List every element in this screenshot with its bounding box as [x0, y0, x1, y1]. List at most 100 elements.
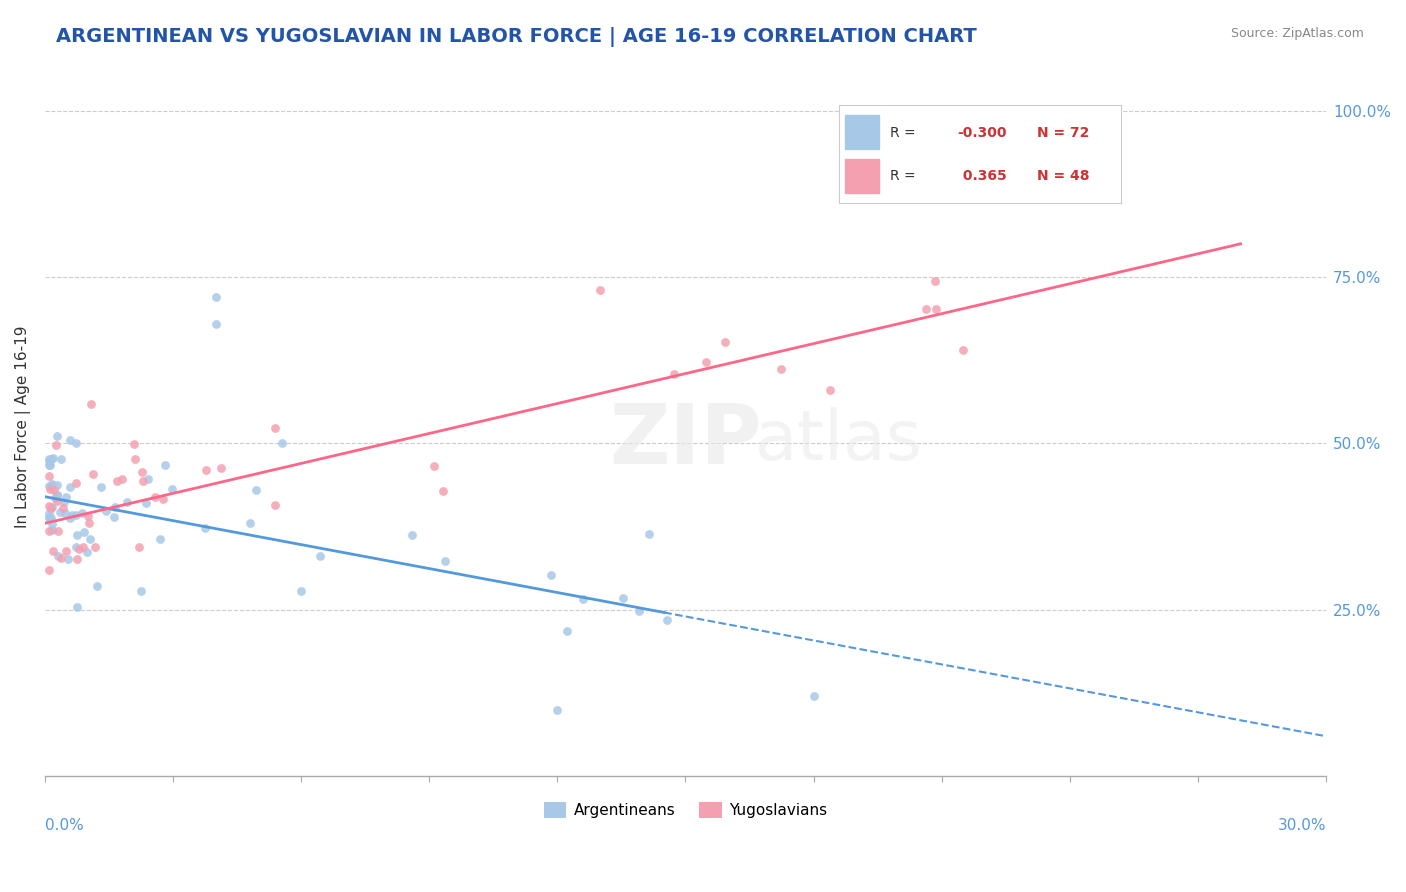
Point: [41, 500, 63, 514]
Point: [55, 490, 77, 504]
Point: [46, 488, 69, 502]
Point: [152, 491, 174, 506]
Point: [65, 436, 87, 450]
Point: [143, 490, 166, 504]
Point: [194, 463, 217, 477]
Point: [70, 506, 93, 520]
Point: [76, 509, 98, 524]
Point: [555, 624, 578, 638]
Point: [46, 549, 69, 563]
Point: [65, 476, 87, 491]
Point: [136, 472, 159, 486]
Point: [76, 545, 98, 559]
Point: [42, 451, 65, 466]
Point: [103, 510, 125, 524]
Point: [401, 528, 423, 542]
Point: [72, 540, 94, 554]
Point: [49, 504, 72, 518]
Point: [432, 483, 454, 498]
Point: [38, 509, 60, 524]
Point: [104, 500, 127, 515]
Point: [194, 521, 217, 535]
Point: [662, 367, 685, 381]
Point: [129, 584, 152, 599]
Point: [107, 475, 129, 489]
Point: [770, 362, 793, 376]
Point: [239, 516, 262, 530]
Point: [82, 467, 104, 481]
Point: [245, 483, 267, 498]
Point: [572, 591, 595, 606]
Point: [132, 475, 155, 489]
Point: [924, 274, 946, 288]
Point: [38, 563, 60, 577]
Point: [39, 477, 62, 491]
Point: [38, 506, 60, 520]
Point: [124, 437, 146, 451]
Point: [271, 435, 294, 450]
Text: Source: ZipAtlas.com: Source: ZipAtlas.com: [1230, 27, 1364, 40]
Point: [149, 533, 172, 547]
Point: [90, 480, 112, 494]
Point: [66, 551, 89, 566]
Point: [131, 465, 153, 479]
Point: [38, 469, 60, 483]
Point: [115, 494, 138, 508]
Point: [714, 334, 737, 349]
Point: [79, 532, 101, 546]
Point: [540, 568, 562, 582]
Point: [45, 429, 67, 443]
Point: [59, 511, 82, 525]
Point: [915, 301, 938, 316]
Point: [86, 579, 108, 593]
Point: [39, 511, 62, 525]
Point: [53, 507, 76, 521]
Point: [589, 284, 612, 298]
Point: [45, 438, 67, 452]
Point: [45, 488, 67, 502]
Point: [45, 494, 67, 508]
Text: ARGENTINEAN VS YUGOSLAVIAN IN LABOR FORCE | AGE 16-19 CORRELATION CHART: ARGENTINEAN VS YUGOSLAVIAN IN LABOR FORC…: [56, 27, 977, 46]
Point: [818, 383, 841, 397]
Point: [51, 551, 73, 566]
Point: [111, 472, 134, 486]
Point: [94, 504, 117, 518]
Point: [209, 460, 232, 475]
Point: [952, 343, 974, 358]
Point: [38, 478, 60, 492]
Point: [153, 458, 176, 472]
Point: [124, 452, 146, 467]
Point: [42, 483, 65, 497]
Point: [59, 433, 82, 447]
Point: [38, 524, 60, 539]
Point: [657, 613, 679, 627]
Point: [612, 591, 634, 605]
Point: [160, 482, 183, 496]
Point: [60, 508, 83, 523]
Point: [638, 527, 661, 541]
Point: [41, 476, 63, 491]
Point: [69, 542, 91, 557]
Point: [58, 552, 80, 566]
Point: [546, 703, 568, 717]
Point: [128, 540, 150, 554]
Point: [44, 491, 66, 506]
Point: [290, 584, 312, 599]
Point: [204, 317, 226, 331]
Point: [80, 397, 103, 411]
Point: [264, 498, 287, 512]
Point: [53, 494, 76, 508]
Text: 0.0%: 0.0%: [45, 818, 83, 833]
Point: [41, 516, 63, 531]
Point: [41, 523, 63, 537]
Point: [39, 501, 62, 516]
Text: atlas: atlas: [755, 408, 924, 475]
Point: [84, 540, 107, 554]
Point: [39, 458, 62, 472]
Point: [925, 301, 948, 316]
Point: [38, 458, 60, 472]
Point: [803, 690, 825, 704]
Point: [263, 420, 285, 434]
Point: [49, 451, 72, 466]
Point: [627, 604, 650, 618]
